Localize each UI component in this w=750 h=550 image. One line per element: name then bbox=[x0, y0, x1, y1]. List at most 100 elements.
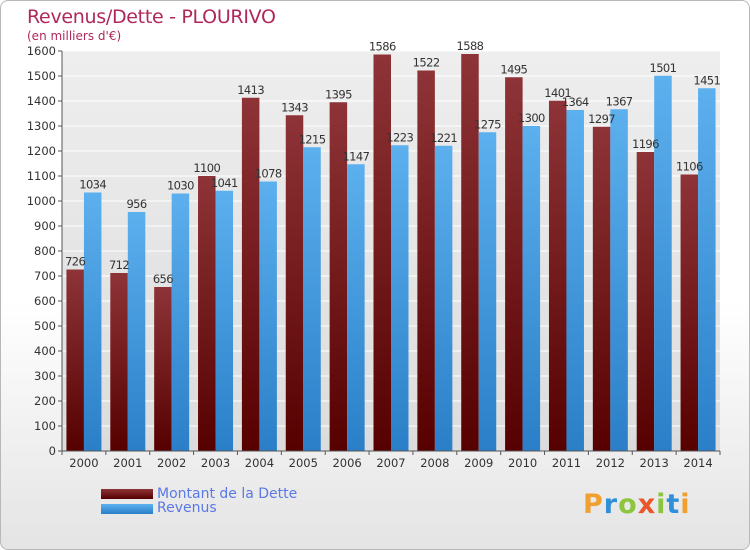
y-tick-label: 400 bbox=[34, 344, 56, 358]
bar-revenus bbox=[391, 145, 409, 451]
data-label-dette: 1100 bbox=[193, 161, 220, 175]
bar-revenus bbox=[171, 193, 190, 451]
x-tick-label: 2014 bbox=[683, 456, 712, 470]
data-label-revenus: 1364 bbox=[562, 95, 589, 109]
bar-dette bbox=[329, 102, 348, 451]
bar-revenus bbox=[698, 88, 716, 451]
data-label-revenus: 1451 bbox=[693, 73, 720, 87]
y-tick-label: 600 bbox=[34, 294, 56, 308]
bar-dette bbox=[373, 54, 391, 451]
data-label-dette: 1297 bbox=[588, 112, 615, 126]
logo-letter: i bbox=[680, 489, 691, 520]
x-tick-label: 2012 bbox=[596, 456, 625, 470]
logo-letter: o bbox=[618, 489, 638, 520]
y-tick-label: 800 bbox=[34, 244, 56, 258]
bar-dette bbox=[154, 287, 172, 451]
data-label-revenus: 1078 bbox=[255, 167, 282, 181]
legend-label-dette: Montant de la Dette bbox=[157, 486, 298, 502]
logo-letter: i bbox=[656, 489, 667, 520]
logo-letter: r bbox=[603, 489, 619, 520]
bar-dette bbox=[241, 97, 260, 451]
logo-letter: P bbox=[583, 489, 604, 520]
bar-dette bbox=[548, 100, 567, 451]
x-tick-label: 2009 bbox=[464, 456, 493, 470]
data-label-revenus: 1221 bbox=[430, 131, 457, 145]
data-label-revenus: 1034 bbox=[79, 178, 106, 192]
x-tick-label: 2001 bbox=[113, 456, 142, 470]
x-tick-label: 2010 bbox=[508, 456, 537, 470]
logo-letter: x bbox=[637, 489, 657, 520]
data-label-dette: 1495 bbox=[500, 62, 527, 76]
bar-dette bbox=[198, 176, 216, 451]
y-tick-label: 1400 bbox=[27, 94, 56, 108]
y-tick-label: 1300 bbox=[27, 119, 56, 133]
data-label-revenus: 1215 bbox=[299, 132, 326, 146]
x-tick-label: 2004 bbox=[245, 456, 274, 470]
data-label-dette: 1586 bbox=[369, 40, 396, 54]
data-label-dette: 1413 bbox=[237, 83, 264, 97]
bar-dette bbox=[110, 273, 128, 451]
bar-revenus bbox=[654, 75, 672, 451]
x-tick-label: 2008 bbox=[420, 456, 449, 470]
y-tick-label: 900 bbox=[34, 219, 56, 233]
data-label-dette: 1343 bbox=[281, 100, 308, 114]
bar-revenus bbox=[610, 109, 628, 451]
data-label-dette: 1522 bbox=[413, 56, 440, 70]
bar-revenus bbox=[127, 212, 146, 451]
y-tick-label: 1600 bbox=[27, 44, 56, 58]
legend-label-revenus: Revenus bbox=[157, 500, 217, 516]
x-tick-label: 2013 bbox=[640, 456, 669, 470]
x-tick-label: 2000 bbox=[69, 456, 98, 470]
bars bbox=[66, 54, 716, 451]
data-label-dette: 1395 bbox=[325, 87, 352, 101]
logo-letter: t bbox=[666, 489, 681, 520]
data-label-revenus: 1300 bbox=[518, 111, 545, 125]
bar-dette bbox=[285, 115, 304, 451]
bar-revenus bbox=[347, 164, 365, 451]
y-tick-label: 1100 bbox=[27, 169, 56, 183]
y-tick-label: 1000 bbox=[27, 194, 56, 208]
x-tick-label: 2002 bbox=[157, 456, 186, 470]
bar-revenus bbox=[434, 145, 453, 451]
bar-revenus bbox=[566, 110, 584, 451]
bar-revenus bbox=[303, 147, 321, 451]
data-label-dette: 726 bbox=[65, 255, 85, 269]
bar-dette bbox=[417, 70, 435, 451]
y-tick-label: 1500 bbox=[27, 69, 56, 83]
data-label-revenus: 1147 bbox=[342, 149, 369, 163]
y-tick-label: 200 bbox=[34, 394, 56, 408]
chart-subtitle: (en milliers d'€) bbox=[27, 29, 122, 43]
x-tick-label: 2011 bbox=[552, 456, 581, 470]
bar-dette bbox=[66, 269, 84, 451]
data-label-revenus: 1223 bbox=[386, 130, 413, 144]
data-label-dette: 1196 bbox=[632, 137, 659, 151]
bar-revenus bbox=[522, 126, 541, 451]
x-tick-label: 2003 bbox=[201, 456, 230, 470]
x-axis-ticks: 2000 2001 2002 2003 2004 2005 2006 2007 2008 2009… bbox=[61, 451, 721, 470]
data-label-dette: 1588 bbox=[457, 39, 484, 53]
y-tick-label: 700 bbox=[34, 269, 56, 283]
bar-revenus bbox=[478, 132, 497, 451]
y-tick-label: 1200 bbox=[27, 144, 56, 158]
x-tick-label: 2005 bbox=[289, 456, 318, 470]
bar-revenus bbox=[215, 190, 234, 451]
proxiti-logo: Proxiti bbox=[583, 489, 691, 520]
y-tick-label: 300 bbox=[34, 369, 56, 383]
data-label-revenus: 1041 bbox=[211, 176, 238, 190]
y-tick-label: 0 bbox=[49, 444, 56, 458]
data-label-dette: 656 bbox=[153, 272, 173, 286]
y-tick-label: 500 bbox=[34, 319, 56, 333]
data-label-revenus: 956 bbox=[126, 197, 146, 211]
bar-dette bbox=[636, 152, 655, 451]
bar-dette bbox=[505, 77, 523, 451]
data-label-dette: 1401 bbox=[544, 86, 571, 100]
bar-revenus bbox=[259, 181, 277, 451]
bar-dette bbox=[461, 54, 479, 451]
chart-title: Revenus/Dette - PLOURIVO bbox=[27, 6, 276, 28]
data-label-revenus: 1030 bbox=[167, 179, 194, 193]
x-tick-label: 2006 bbox=[332, 456, 361, 470]
y-tick-label: 100 bbox=[34, 419, 56, 433]
data-label-dette: 1106 bbox=[676, 160, 703, 174]
